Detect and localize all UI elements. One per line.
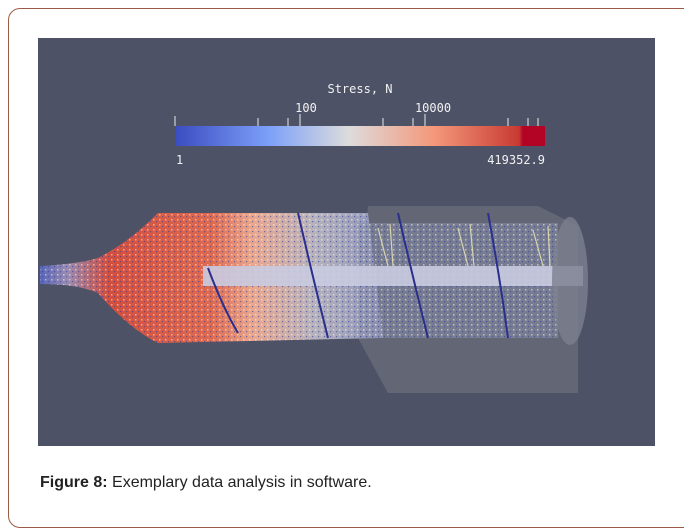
colorbar-title: Stress, N (327, 82, 392, 96)
caption-label: Figure 8: (40, 474, 108, 491)
caption-text: Exemplary data analysis in software. (112, 474, 372, 491)
colorbar-max-label: 419352.9 (487, 153, 545, 167)
simulation-image: Stress, N 100 10000 1 419352.9 (38, 38, 655, 446)
page: {"figure": { "colorbar": {"title": "Stre… (0, 0, 684, 508)
housing-end (552, 217, 588, 345)
screw-shaft (203, 266, 583, 286)
colorbar (175, 126, 545, 146)
colorbar-tick-label: 10000 (415, 101, 451, 115)
colorbar-min-label: 1 (176, 153, 183, 167)
colorbar-tick-label: 100 (295, 101, 317, 115)
caption: Figure 8: Exemplary data analysis in sof… (40, 474, 372, 492)
